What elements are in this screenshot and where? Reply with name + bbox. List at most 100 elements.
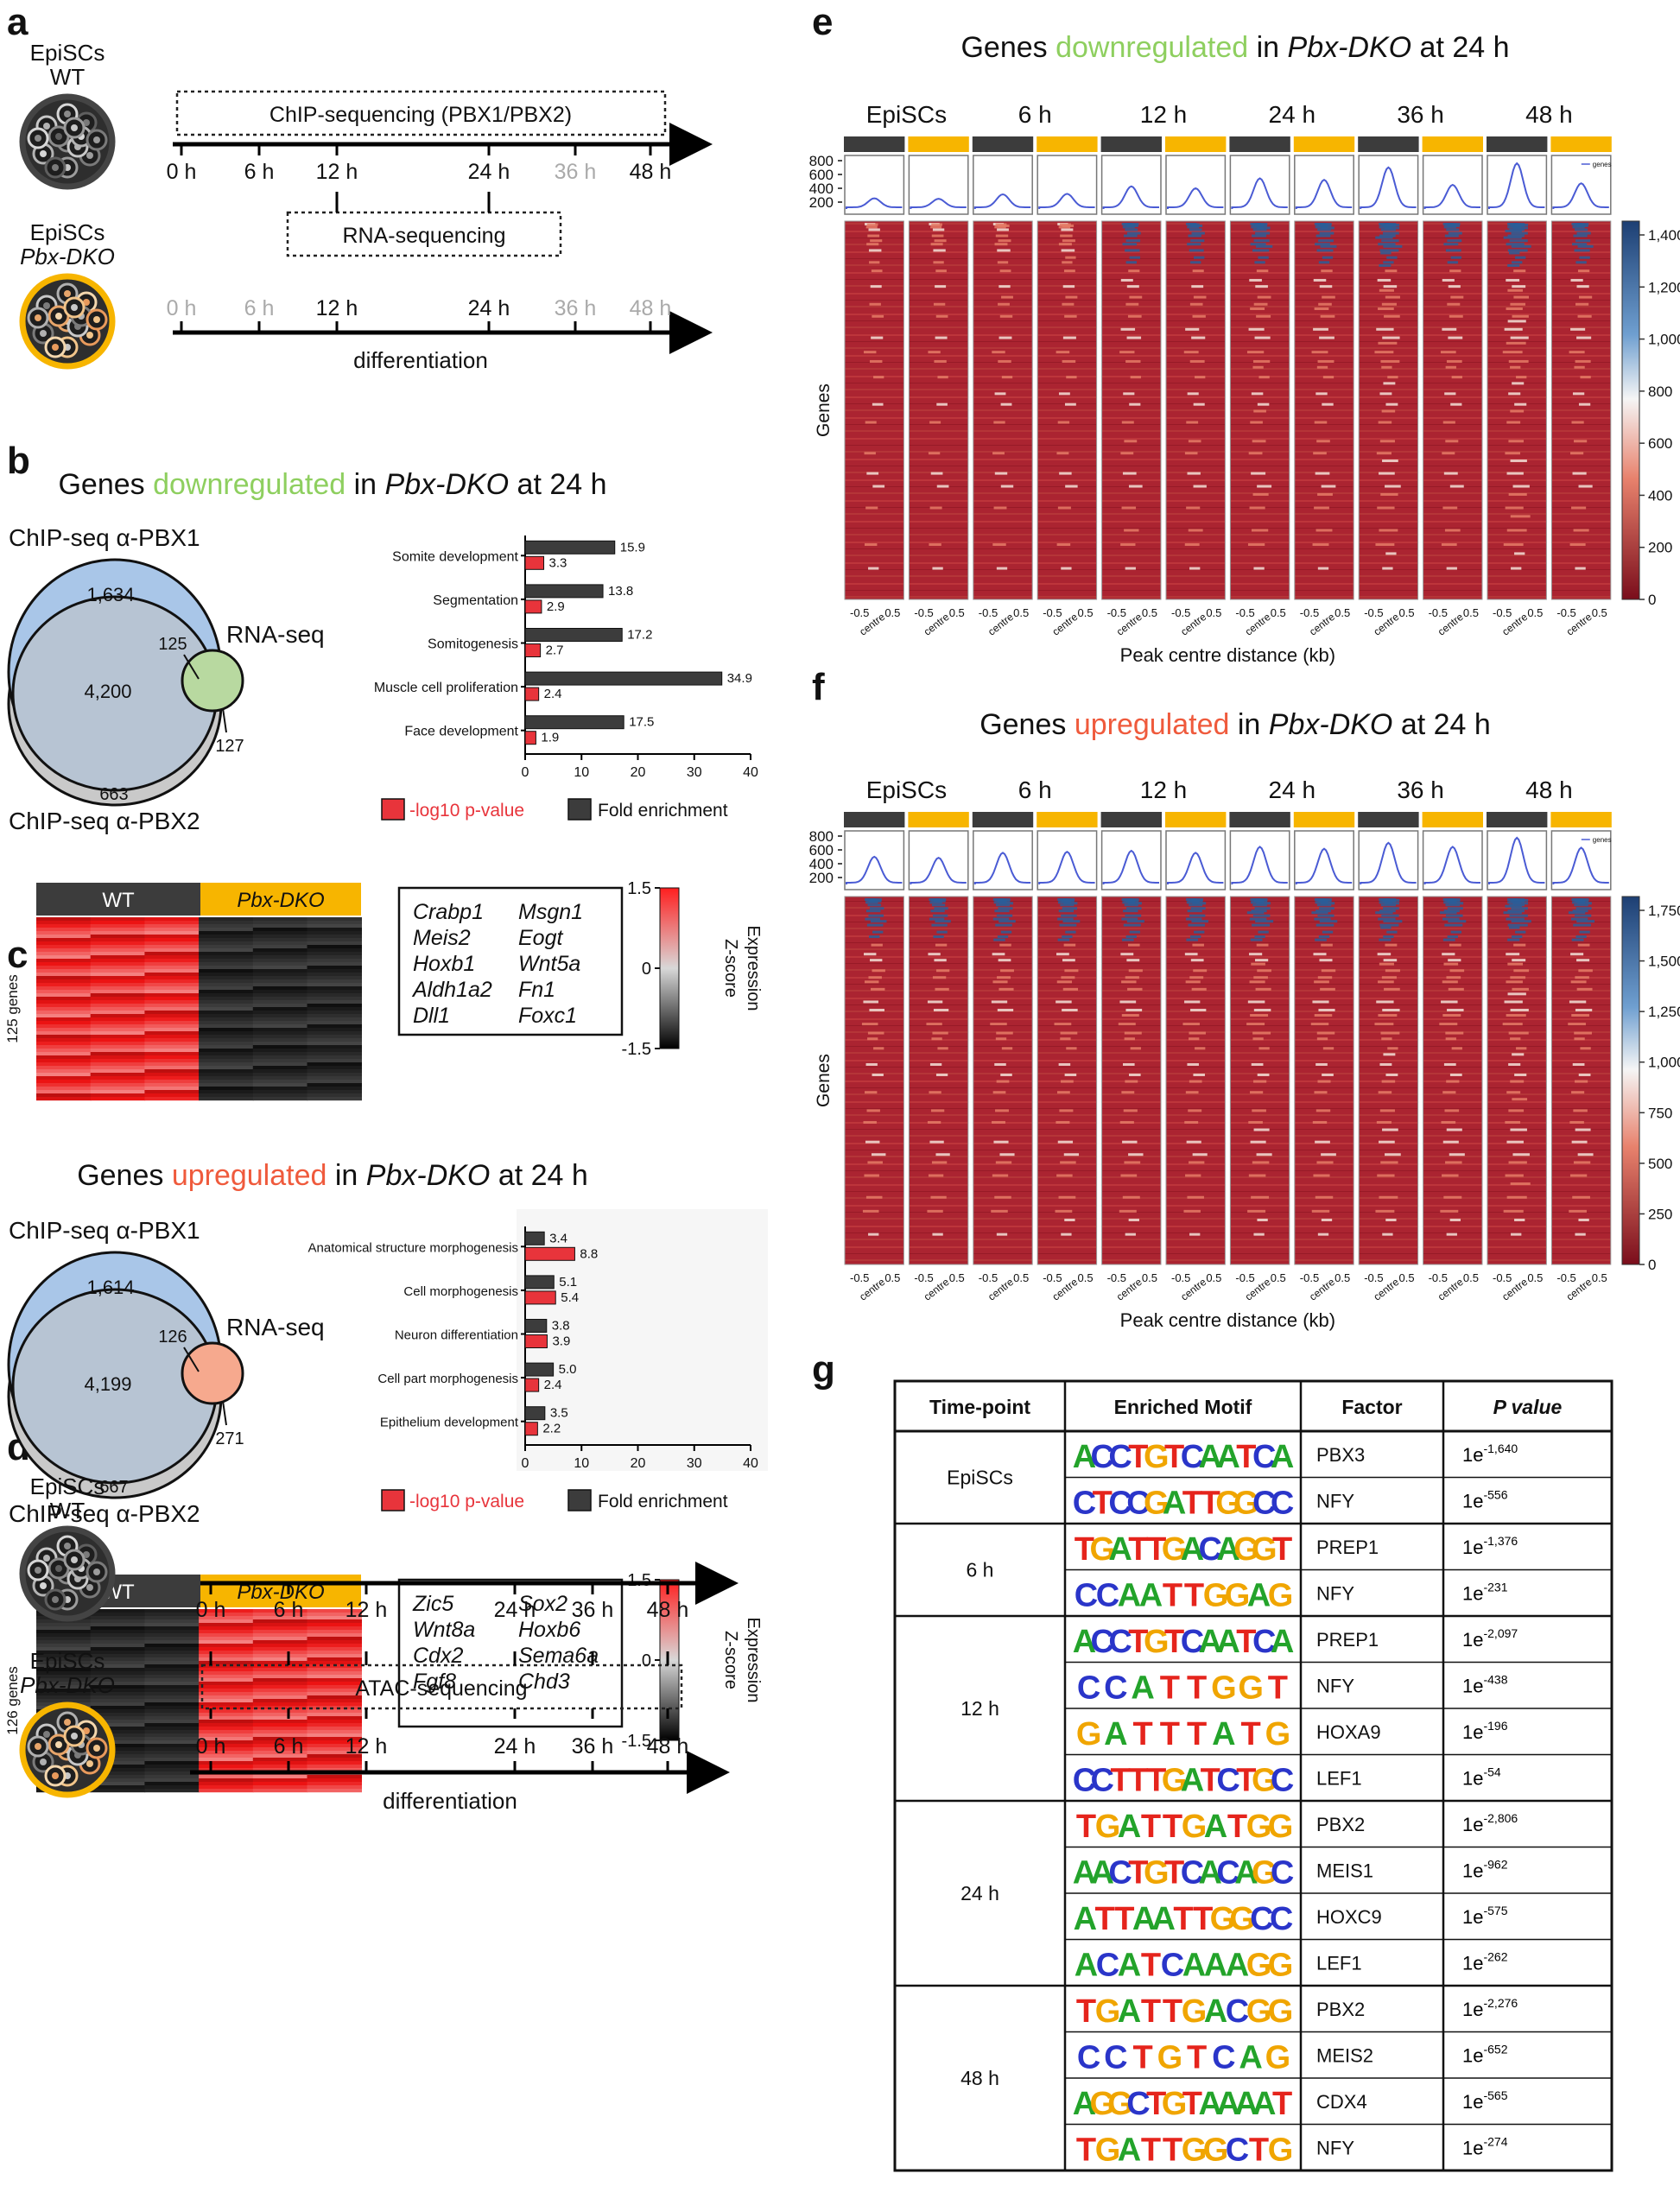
heatmap-column xyxy=(908,896,969,1265)
heatmap-cell xyxy=(90,1751,146,1755)
motif-letter: A xyxy=(1216,1624,1239,1660)
heatmap-cell xyxy=(90,976,146,980)
heatmap-cell xyxy=(199,1090,254,1094)
heatmap-cell xyxy=(36,938,92,942)
heatmap-signal xyxy=(1185,327,1200,331)
pbx2-only-count: 667 xyxy=(99,1478,128,1497)
cell-nucleus xyxy=(35,1567,41,1574)
heatmap-signal xyxy=(864,1174,879,1177)
heatmap-signal xyxy=(1184,953,1198,956)
heatmap-cell xyxy=(307,1059,362,1063)
heatmap-cell xyxy=(307,1644,362,1648)
heatmap-signal xyxy=(1383,920,1403,923)
heatmap-signal xyxy=(1506,529,1527,532)
colorbar-tick-label: 250 xyxy=(1648,1206,1672,1222)
cell-nucleus xyxy=(83,1551,90,1558)
heatmap-signal xyxy=(1258,256,1269,259)
heatmap-signal xyxy=(1377,278,1392,282)
heatmap-signal xyxy=(1126,336,1142,339)
heatmap-cell xyxy=(90,945,146,949)
heatmap-signal xyxy=(1251,1195,1270,1199)
heatmap-signal xyxy=(934,239,947,243)
heatmap-signal xyxy=(1125,914,1142,917)
heatmap-cell xyxy=(36,969,92,973)
heatmap-signal xyxy=(1442,917,1460,921)
factor-name: HOXA9 xyxy=(1316,1721,1381,1743)
heatmap-cell xyxy=(90,1758,146,1762)
heatmap-cell xyxy=(252,1640,308,1644)
heatmap-cell xyxy=(199,1059,254,1063)
heatmap-cell xyxy=(199,1782,254,1786)
colorbar-tick-label: 400 xyxy=(1648,487,1672,504)
heatmap-cell xyxy=(90,941,146,946)
heatmap-cell xyxy=(144,1723,200,1727)
heatmap-signal xyxy=(1252,228,1267,231)
motif-letter: T xyxy=(1128,1855,1148,1892)
heatmap-cell xyxy=(199,1678,254,1683)
overlap-count: 4,199 xyxy=(84,1373,131,1395)
heatmap-signal xyxy=(863,351,877,354)
heatmap-signal xyxy=(930,1109,945,1112)
heatmap-signal xyxy=(1190,239,1205,243)
heatmap-signal xyxy=(1375,543,1395,547)
heatmap-signal xyxy=(1056,1000,1072,1004)
heatmap-signal xyxy=(868,228,880,231)
heatmap-cell xyxy=(144,1644,200,1648)
rna-box-label: RNA-sequencing xyxy=(343,224,506,248)
heatmap-cell xyxy=(199,979,254,984)
heatmap-cell xyxy=(307,1678,362,1683)
heatmap-signal xyxy=(1250,1014,1269,1017)
heatmap-cell xyxy=(252,1017,308,1022)
heatmap-cell xyxy=(90,1765,146,1769)
heatmap-signal xyxy=(1443,909,1460,913)
x-tick-label: 0.5 xyxy=(1013,1271,1029,1284)
heatmap-cell xyxy=(36,979,92,984)
heatmap-signal xyxy=(998,987,1014,991)
heatmap-signal xyxy=(1120,452,1134,455)
differentiation-label: differentiation xyxy=(383,1788,517,1814)
profile-curve xyxy=(1038,193,1095,209)
x-tick-label: -0.5 xyxy=(1107,1271,1126,1284)
heatmap-signal xyxy=(1121,1091,1135,1094)
bar-pvalue xyxy=(524,555,545,570)
heatmap-signal xyxy=(997,1008,1014,1011)
heatmap-cell xyxy=(199,1035,254,1039)
profile-y-tick: 400 xyxy=(809,181,834,197)
heatmap-signal xyxy=(867,903,881,907)
motif-letter: C xyxy=(1226,2132,1249,2169)
x-tick-label: -0.5 xyxy=(1043,1271,1062,1284)
heatmap-signal xyxy=(1130,376,1141,379)
pbx2-label: ChIP-seq α-PBX2 xyxy=(9,808,200,834)
heatmap-signal xyxy=(931,1161,948,1164)
bar-fold-enrichment xyxy=(524,1319,548,1333)
heatmap-cell xyxy=(36,931,92,935)
heatmap-cell xyxy=(252,1702,308,1707)
heatmap-cell xyxy=(199,986,254,991)
bar-fold-label: 3.4 xyxy=(549,1231,567,1245)
heatmap-cell xyxy=(144,1751,200,1755)
heatmap-signal xyxy=(1313,327,1328,331)
heatmap-signal xyxy=(935,1153,950,1157)
heatmap-signal xyxy=(1318,302,1332,306)
heatmap-cell xyxy=(307,973,362,977)
leader-line xyxy=(222,707,227,733)
expression-colorbar xyxy=(659,887,680,1049)
heatmap-signal xyxy=(1190,935,1201,939)
heatmap-cell xyxy=(90,1097,146,1101)
heatmap-signal xyxy=(1575,976,1589,979)
factor-name: PREP1 xyxy=(1316,1629,1379,1651)
heatmap-signal xyxy=(998,898,1011,902)
profile-curve xyxy=(1102,849,1159,884)
heatmap-signal xyxy=(1062,302,1075,306)
heatmap-signal xyxy=(1378,1091,1392,1094)
motif-letter: G xyxy=(1252,1855,1277,1892)
x-tick-label: 0.5 xyxy=(1463,606,1479,619)
heatmap-signal xyxy=(869,359,883,363)
heatmap-signal xyxy=(1128,1218,1139,1221)
heatmap-signal xyxy=(1056,543,1071,547)
heatmap-signal xyxy=(1446,359,1462,363)
heatmap-cell xyxy=(90,1609,146,1613)
heatmap-cell xyxy=(307,1045,362,1049)
